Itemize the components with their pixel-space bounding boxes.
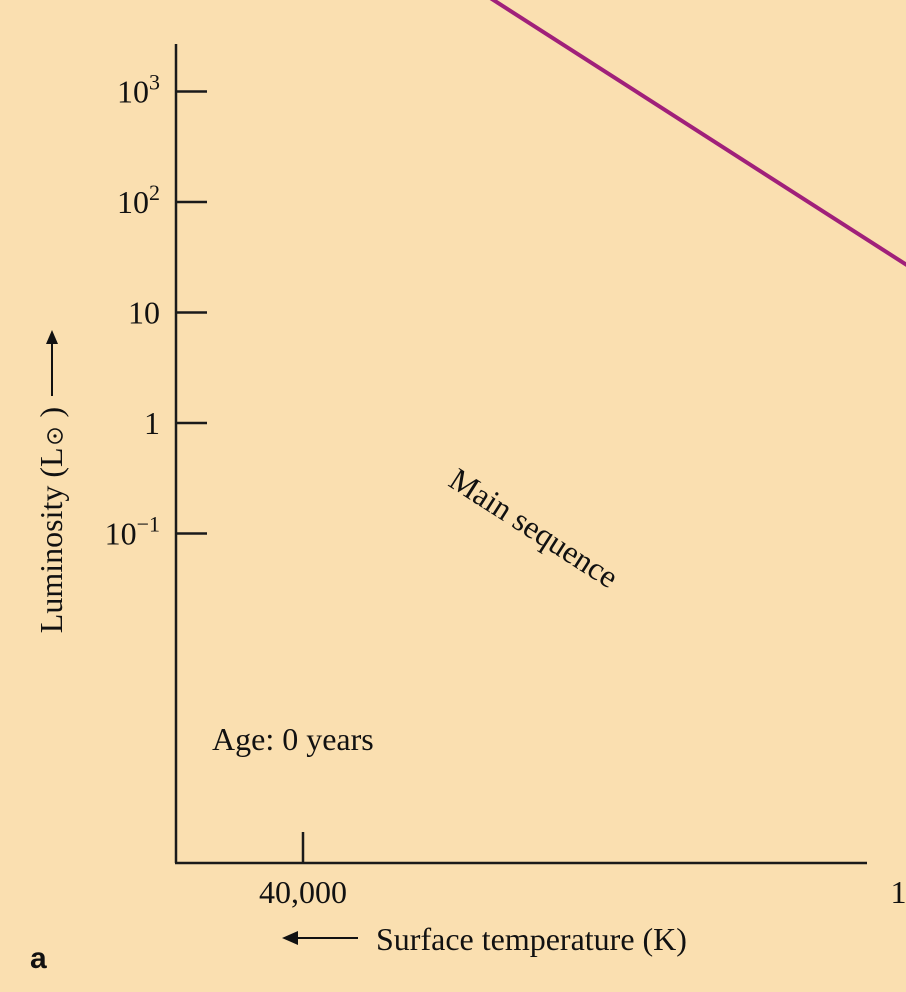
sun-symbol-dot bbox=[53, 434, 56, 437]
x-tick-label: 10,000 bbox=[891, 874, 906, 910]
y-tick-label: 1 bbox=[144, 405, 160, 441]
x-axis-title: Surface temperature (K) bbox=[376, 921, 687, 957]
y-tick-label: 10 bbox=[128, 295, 160, 331]
age-annotation: Age: 0 years bbox=[212, 721, 374, 757]
x-tick-label: 40,000 bbox=[259, 874, 347, 910]
panel-label: a bbox=[30, 942, 47, 975]
y-axis-title: Luminosity (L bbox=[33, 447, 69, 633]
